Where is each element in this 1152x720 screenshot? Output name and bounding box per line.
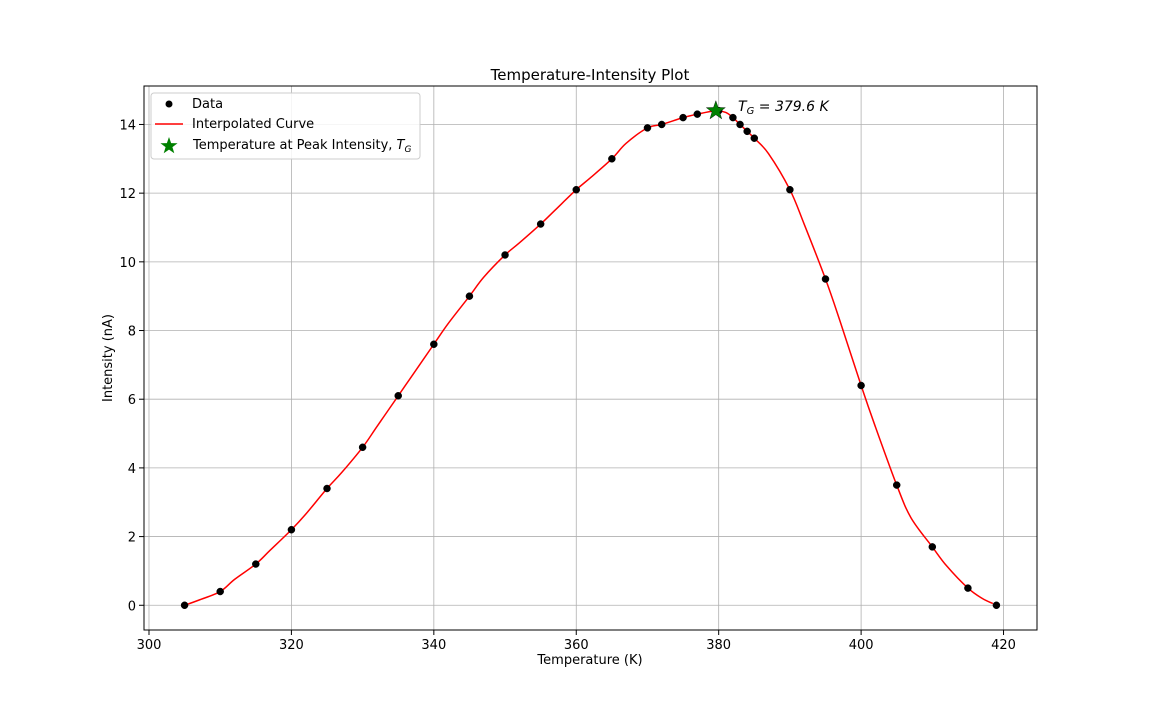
y-tick-label: 0 [128, 599, 136, 614]
data-points-layer [180, 106, 1001, 610]
legend-star-shape [160, 137, 178, 154]
data-point [928, 543, 937, 551]
y-axis-label: Intensity (nA) [101, 314, 116, 402]
x-tick-label: 320 [279, 638, 304, 653]
data-point [358, 443, 367, 452]
data-point [821, 275, 830, 283]
x-axis-label: Temperature (K) [536, 653, 642, 668]
data-point [643, 124, 652, 132]
peak-star-marker [705, 100, 726, 120]
data-point [287, 525, 296, 534]
x-tick-label: 380 [706, 638, 731, 653]
data-point [216, 587, 224, 596]
chart-title: Temperature-Intensity Plot [490, 66, 690, 84]
y-tick-label: 8 [128, 325, 136, 340]
data-point [964, 584, 972, 592]
data-point [786, 185, 794, 194]
legend-data-marker [165, 100, 173, 108]
interpolated-curve [184, 109, 994, 606]
data-point [892, 481, 901, 489]
x-tick-label: 400 [849, 638, 874, 653]
data-point [323, 484, 331, 493]
data-point [750, 134, 759, 142]
data-point [394, 392, 402, 400]
legend-peak-subscript: G [404, 145, 411, 155]
x-axis-ticks: 300 320 340 360 380 400 420 [137, 630, 1016, 653]
interpolated-curve-layer [184, 109, 994, 606]
data-point [693, 110, 702, 118]
legend-star-marker [160, 137, 178, 154]
peak-annotation: TG = 379.6 K [738, 99, 830, 117]
y-tick-label: 14 [119, 118, 136, 133]
x-tick-label: 300 [137, 638, 162, 653]
data-point [992, 601, 1001, 610]
legend-peak-label: Temperature at Peak Intensity, TG [192, 138, 411, 155]
x-tick-label: 340 [421, 638, 446, 653]
grid [144, 86, 1037, 630]
data-point [857, 381, 865, 390]
data-point [729, 113, 737, 122]
peak-marker-layer [705, 100, 726, 120]
y-tick-label: 6 [128, 393, 136, 408]
annotation-symbol: T [738, 99, 748, 115]
data-point [608, 155, 616, 163]
data-point [501, 251, 509, 259]
legend-peak-symbol: T [397, 138, 406, 153]
data-point [736, 120, 744, 129]
legend-box [150, 92, 421, 160]
data-point [657, 120, 666, 129]
y-tick-label: 2 [128, 531, 136, 546]
x-tick-label: 360 [564, 638, 589, 653]
data-point [679, 113, 687, 122]
plot-frame [143, 85, 1038, 631]
legend-peak-prefix: Temperature at Peak Intensity, [192, 138, 397, 153]
annotation-value: = 379.6 K [754, 99, 830, 115]
legend-curve-label: Interpolated Curve [192, 117, 314, 132]
y-tick-label: 12 [119, 187, 136, 202]
data-point [572, 185, 581, 194]
data-point [180, 601, 189, 610]
data-point [465, 292, 474, 300]
annotation-subscript: G [747, 106, 755, 117]
data-point [252, 560, 260, 568]
data-point [536, 220, 545, 228]
y-tick-label: 10 [119, 256, 136, 271]
legend: Data Interpolated Curve Temperature at P… [150, 92, 421, 160]
data-point [743, 127, 751, 136]
y-axis-ticks: 0 2 4 6 8 10 12 14 [119, 118, 144, 614]
data-point [430, 340, 438, 349]
legend-data-label: Data [192, 97, 223, 112]
x-tick-label: 420 [991, 638, 1016, 653]
y-tick-label: 4 [128, 462, 136, 477]
